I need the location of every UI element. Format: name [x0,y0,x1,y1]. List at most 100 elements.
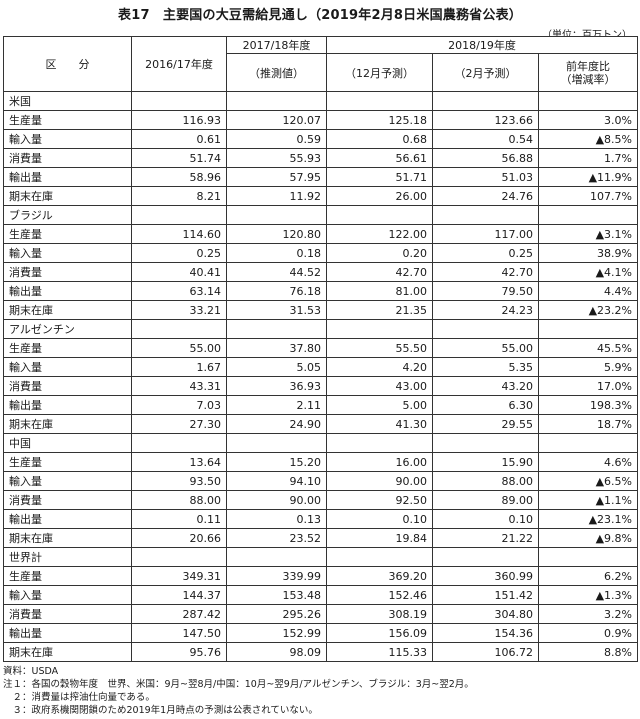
value-cell: 13.64 [131,452,227,472]
table-row: 期末在庫 33.21 31.53 21.35 24.23 ▲23.2% [3,300,638,320]
header-category: 区 分 [3,36,132,92]
table-row: 消費量 287.42 295.26 308.19 304.80 3.2% [3,604,638,624]
value-cell: 55.50 [326,338,433,358]
value-cell: 15.20 [226,452,327,472]
value-cell: 55.00 [432,338,539,358]
empty-cell [538,319,638,339]
region-label: 米国 [3,91,132,111]
value-cell: 93.50 [131,471,227,491]
value-cell: 57.95 [226,167,327,187]
note-source: 資料：USDA [3,666,59,677]
table-row: 輸入量 0.25 0.18 0.20 0.25 38.9% [3,243,638,263]
value-cell: ▲1.3% [538,585,638,605]
unit-label: （単位：百万トン） [542,30,632,41]
empty-cell [326,205,433,225]
empty-cell [538,433,638,453]
value-cell: 55.00 [131,338,227,358]
item-label: 生産量 [3,224,132,244]
table-row: 輸入量 1.67 5.05 4.20 5.35 5.9% [3,357,638,377]
empty-cell [432,433,539,453]
value-cell: 21.35 [326,300,433,320]
item-label: 生産量 [3,452,132,472]
empty-cell [326,319,433,339]
value-cell: 106.72 [432,642,539,662]
empty-cell [432,91,539,111]
table-row: 輸出量 147.50 152.99 156.09 154.36 0.9% [3,623,638,643]
value-cell: 116.93 [131,110,227,130]
region-label: ブラジル [3,205,132,225]
value-cell: 42.70 [432,262,539,282]
region-header-row: 中国 [3,433,638,453]
empty-cell [131,91,227,111]
header-2018: 2018/19年度 [326,36,638,54]
value-cell: 27.30 [131,414,227,434]
value-cell: 107.7% [538,186,638,206]
value-cell: 8.8% [538,642,638,662]
value-cell: 40.41 [131,262,227,282]
value-cell: 4.20 [326,357,433,377]
region-label: アルゼンチン [3,319,132,339]
item-label: 期末在庫 [3,186,132,206]
table-title: 表17 主要国の大豆需給見通し（2019年2月8日米国農務省公表） [118,8,522,23]
table-row: 生産量 13.64 15.20 16.00 15.90 4.6% [3,452,638,472]
value-cell: 90.00 [326,471,433,491]
item-label: 期末在庫 [3,414,132,434]
table-row: 輸入量 0.61 0.59 0.68 0.54 ▲8.5% [3,129,638,149]
value-cell: 42.70 [326,262,433,282]
value-cell: 15.90 [432,452,539,472]
value-cell: ▲23.2% [538,300,638,320]
item-label: 消費量 [3,376,132,396]
table-row: 期末在庫 27.30 24.90 41.30 29.55 18.7% [3,414,638,434]
value-cell: 147.50 [131,623,227,643]
header-change: 前年度比 （増減率） [538,53,638,92]
value-cell: 0.25 [432,243,539,263]
empty-cell [226,433,327,453]
value-cell: ▲8.5% [538,129,638,149]
value-cell: 144.37 [131,585,227,605]
table-row: 期末在庫 20.66 23.52 19.84 21.22 ▲9.8% [3,528,638,548]
value-cell: 88.00 [432,471,539,491]
value-cell: 7.03 [131,395,227,415]
value-cell: 26.00 [326,186,433,206]
item-label: 輸入量 [3,585,132,605]
value-cell: 43.31 [131,376,227,396]
table-row: 消費量 43.31 36.93 43.00 43.20 17.0% [3,376,638,396]
value-cell: 369.20 [326,566,433,586]
item-label: 輸出量 [3,623,132,643]
value-cell: 120.80 [226,224,327,244]
item-label: 消費量 [3,604,132,624]
value-cell: 19.84 [326,528,433,548]
value-cell: 1.7% [538,148,638,168]
value-cell: ▲1.1% [538,490,638,510]
value-cell: 58.96 [131,167,227,187]
value-cell: 43.00 [326,376,433,396]
value-cell: 1.67 [131,357,227,377]
empty-cell [131,547,227,567]
item-label: 輸入量 [3,471,132,491]
value-cell: 198.3% [538,395,638,415]
item-label: 輸入量 [3,243,132,263]
value-cell: ▲23.1% [538,509,638,529]
item-label: 輸出量 [3,281,132,301]
empty-cell [226,205,327,225]
value-cell: ▲3.1% [538,224,638,244]
value-cell: 24.90 [226,414,327,434]
table-row: 輸入量 93.50 94.10 90.00 88.00 ▲6.5% [3,471,638,491]
value-cell: 114.60 [131,224,227,244]
item-label: 生産量 [3,338,132,358]
table-row: 消費量 51.74 55.93 56.61 56.88 1.7% [3,148,638,168]
value-cell: 151.42 [432,585,539,605]
item-label: 輸入量 [3,129,132,149]
value-cell: 33.21 [131,300,227,320]
empty-cell [432,547,539,567]
value-cell: 38.9% [538,243,638,263]
empty-cell [326,547,433,567]
table-row: 生産量 55.00 37.80 55.50 55.00 45.5% [3,338,638,358]
table-row: 期末在庫 95.76 98.09 115.33 106.72 8.8% [3,642,638,662]
value-cell: 4.6% [538,452,638,472]
empty-cell [226,547,327,567]
value-cell: 11.92 [226,186,327,206]
value-cell: 95.76 [131,642,227,662]
value-cell: 152.46 [326,585,433,605]
empty-cell [226,91,327,111]
